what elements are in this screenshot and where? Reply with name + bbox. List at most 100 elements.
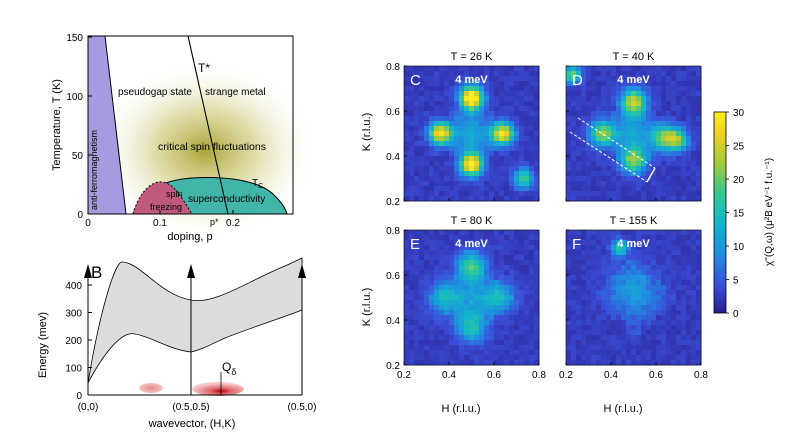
map-pixel (621, 126, 627, 132)
map-pixel (656, 136, 662, 142)
map-pixel (631, 230, 637, 236)
map-pixel (576, 146, 582, 152)
map-pixel (494, 86, 500, 92)
map-pixel (676, 91, 682, 97)
map-pixel (621, 141, 627, 147)
map-pixel (661, 290, 667, 296)
map-pixel (686, 156, 692, 162)
map-pixel (566, 335, 572, 341)
map-pixel (686, 171, 692, 177)
map-pixel (424, 181, 430, 187)
map-pixel (631, 86, 637, 92)
map-pixel (606, 171, 612, 177)
map-pixel (419, 166, 425, 172)
map-pixel (631, 265, 637, 271)
map-pixel (514, 76, 520, 82)
map-pixel (489, 275, 495, 281)
map-pixel (631, 310, 637, 316)
map-pixel (581, 171, 587, 177)
map-pixel (469, 320, 475, 326)
map-pixel (606, 350, 612, 356)
map-pixel (571, 275, 577, 281)
map-pixel (424, 235, 430, 241)
map-pixel (534, 320, 540, 326)
map-pixel (641, 360, 647, 366)
map-pixel (489, 71, 495, 77)
map-pixel (641, 66, 647, 72)
map-pixel (484, 310, 490, 316)
map-energy-label: 4 meV (455, 74, 488, 86)
map-pixel (534, 76, 540, 82)
map-pixel (646, 335, 652, 341)
map-pixel (454, 116, 460, 122)
map-pixel (509, 230, 515, 236)
map-pixel (429, 250, 435, 256)
map-pixel (611, 330, 617, 336)
map-pixel (514, 265, 520, 271)
map-pixel (439, 255, 445, 261)
map-pixel (509, 71, 515, 77)
map-pixel (641, 235, 647, 241)
map-pixel (494, 66, 500, 72)
map-pixel (651, 240, 657, 246)
map-pixel (631, 66, 637, 72)
map-pixel (449, 355, 455, 361)
map-pixel (691, 191, 697, 197)
map-pixel (519, 181, 525, 187)
map-pixel (474, 111, 480, 117)
map-pixel (596, 290, 602, 296)
map-pixel (509, 260, 515, 266)
map-pixel (676, 171, 682, 177)
map-pixel (596, 81, 602, 87)
map-pixel (696, 230, 702, 236)
map-pixel (616, 136, 622, 142)
map-pixel (661, 176, 667, 182)
map-pixel (681, 305, 687, 311)
map-pixel (631, 345, 637, 351)
map-pixel (616, 126, 622, 132)
map-pixel (424, 101, 430, 107)
map-pixel (671, 330, 677, 336)
map-pixel (489, 335, 495, 341)
map-pixel (581, 96, 587, 102)
map-pixel (616, 101, 622, 107)
map-pixel (479, 101, 485, 107)
map-pixel (519, 121, 525, 127)
map-pixel (464, 345, 470, 351)
map-pixel (656, 186, 662, 192)
map-pixel (691, 141, 697, 147)
map-pixel (606, 136, 612, 142)
map-pixel (666, 265, 672, 271)
map-pixel (601, 191, 607, 197)
map-pixel (464, 335, 470, 341)
map-pixel (576, 290, 582, 296)
map-pixel (474, 255, 480, 261)
map-pixel (424, 66, 430, 72)
map-pixel (576, 310, 582, 316)
map-pixel (494, 171, 500, 177)
map-pixel (434, 230, 440, 236)
map-pixel (449, 330, 455, 336)
map-pixel (581, 230, 587, 236)
map-pixel (616, 81, 622, 87)
map-pixel (606, 96, 612, 102)
map-pixel (474, 106, 480, 112)
map-pixel (671, 275, 677, 281)
map-pixel (671, 181, 677, 187)
map-pixel (444, 146, 450, 152)
map-pixel (534, 350, 540, 356)
map-pixel (519, 325, 525, 331)
map-pixel (576, 285, 582, 291)
map-pixel (581, 255, 587, 261)
map-pixel (646, 141, 652, 147)
map-pixel (671, 156, 677, 162)
map-pixel (479, 330, 485, 336)
map-pixel (576, 141, 582, 147)
map-pixel (691, 270, 697, 276)
map-pixel (591, 176, 597, 182)
map-pixel (606, 76, 612, 82)
map-pixel (661, 265, 667, 271)
map-pixel (529, 191, 535, 197)
map-pixel (686, 106, 692, 112)
map-pixel (661, 250, 667, 256)
